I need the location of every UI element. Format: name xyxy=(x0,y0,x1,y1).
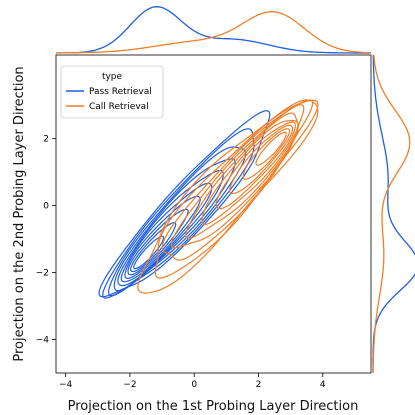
y-axis-ticks: −4 −2 0 2 xyxy=(36,135,56,346)
right-marginal-pass-retrieval xyxy=(372,55,415,373)
contour-call-retrieval xyxy=(154,99,319,279)
legend-title: type xyxy=(102,72,123,82)
contour-call-retrieval xyxy=(137,99,319,294)
contour-pass-retrieval xyxy=(113,158,236,292)
contour-pass-retrieval xyxy=(133,235,165,270)
contour-call-retrieval xyxy=(215,121,296,210)
legend-box xyxy=(60,65,164,119)
x-tick-label: 4 xyxy=(320,380,326,390)
x-tick-label: 2 xyxy=(256,380,262,390)
right-marginal xyxy=(372,54,415,373)
contour-pass-retrieval xyxy=(102,128,255,299)
contour-call-retrieval xyxy=(242,128,291,180)
contour-call-retrieval xyxy=(255,131,287,166)
y-tick-label: −4 xyxy=(36,336,50,346)
contour-call-retrieval xyxy=(201,119,299,225)
y-tick-label: 2 xyxy=(43,135,49,145)
contour-layer xyxy=(98,99,319,299)
top-marginal-pass-retrieval xyxy=(56,6,371,54)
plot-area xyxy=(55,54,372,374)
contour-pass-retrieval xyxy=(98,110,271,298)
legend-label-call-retrieval: Call Retrieval xyxy=(89,102,149,112)
y-tick-label: 0 xyxy=(43,202,49,212)
legend: type Pass Retrieval Call Retrieval xyxy=(60,65,164,119)
top-marginal-call-retrieval xyxy=(56,11,372,54)
contour-pass-retrieval xyxy=(129,221,177,273)
x-tick-label: −4 xyxy=(59,380,73,390)
legend-label-pass-retrieval: Pass Retrieval xyxy=(89,87,152,97)
contour-call-retrieval xyxy=(228,124,294,195)
y-tick-label: −2 xyxy=(36,269,49,279)
contour-pass-retrieval xyxy=(117,169,224,287)
x-tick-label: −2 xyxy=(123,380,136,390)
x-axis-ticks: −4 −2 0 2 4 xyxy=(59,373,326,390)
y-axis-label: Projection on the 2nd Probing Layer Dire… xyxy=(12,66,27,361)
top-marginal xyxy=(56,6,372,54)
contour-pass-retrieval xyxy=(107,146,247,297)
right-marginal-call-retrieval xyxy=(372,54,411,373)
x-axis-label: Projection on the 1st Probing Layer Dire… xyxy=(68,399,359,414)
x-tick-label: 0 xyxy=(191,380,197,390)
